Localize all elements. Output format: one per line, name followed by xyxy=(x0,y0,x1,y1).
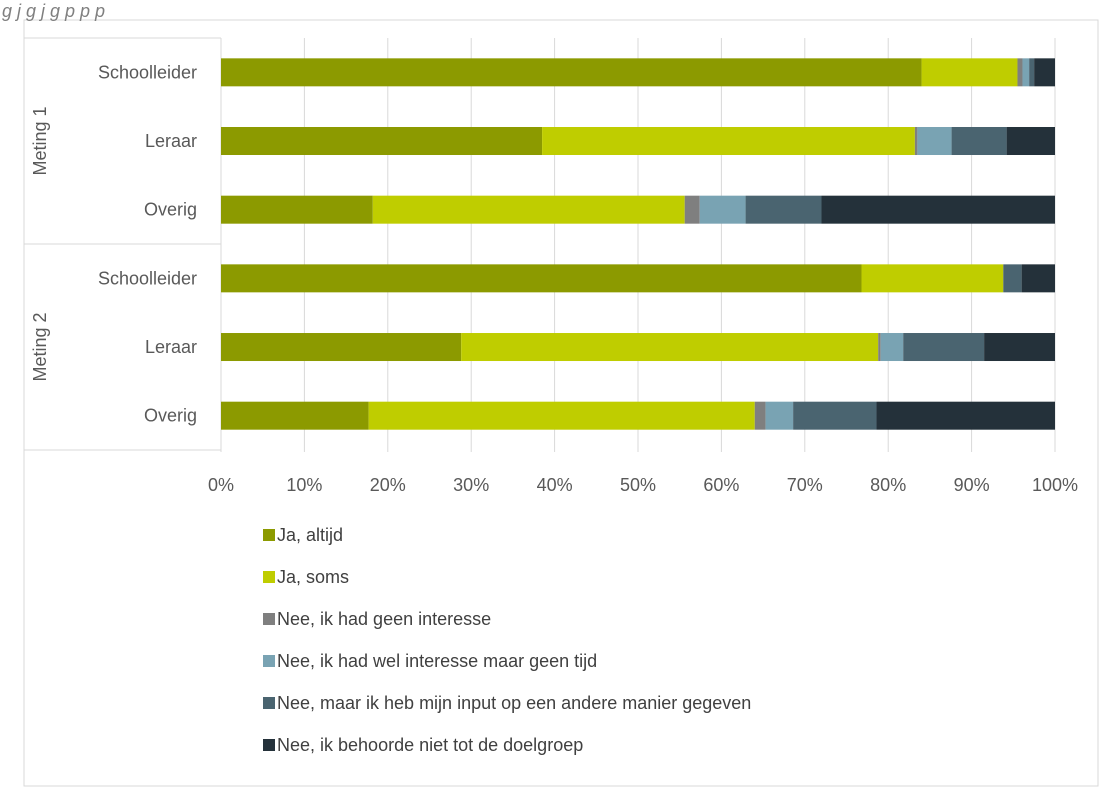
bar-segment xyxy=(765,401,794,430)
bar-segment xyxy=(1017,58,1023,87)
bar-segment xyxy=(745,195,822,224)
bar-segment xyxy=(861,264,1004,293)
x-tick-label: 80% xyxy=(870,475,906,495)
legend-swatch xyxy=(263,655,275,667)
x-tick-label: 30% xyxy=(453,475,489,495)
x-tick-label: 0% xyxy=(208,475,234,495)
category-label: Leraar xyxy=(145,337,197,357)
bar-segment xyxy=(876,401,1055,430)
bar-segment xyxy=(368,401,755,430)
legend-swatch xyxy=(263,571,275,583)
chart-border xyxy=(23,19,1099,787)
bar-segment xyxy=(951,127,1007,156)
bar-segment xyxy=(921,58,1018,87)
bar-segment xyxy=(880,333,904,362)
category-label: Schoolleider xyxy=(98,268,197,288)
legend-label: Ja, soms xyxy=(277,567,349,587)
bar-segment xyxy=(754,401,766,430)
x-tick-label: 100% xyxy=(1032,475,1078,495)
category-label: Overig xyxy=(144,406,197,426)
legend-label: Nee, maar ik heb mijn input op een ander… xyxy=(277,693,751,713)
bar-segment xyxy=(542,127,915,156)
x-tick-label: 60% xyxy=(703,475,739,495)
gridlines xyxy=(220,38,1056,452)
bar-segment xyxy=(903,333,985,362)
bar-segment xyxy=(1034,58,1055,87)
x-tick-label: 10% xyxy=(286,475,322,495)
bar-segment xyxy=(821,195,1055,224)
bar-segment xyxy=(221,58,922,87)
bar-segment xyxy=(699,195,746,224)
bar-segment xyxy=(793,401,877,430)
category-label: Leraar xyxy=(145,131,197,151)
bar-segment xyxy=(1003,264,1022,293)
category-label: Schoolleider xyxy=(98,62,197,82)
bar-segment xyxy=(914,127,918,156)
legend-swatch xyxy=(263,613,275,625)
x-tick-label: 70% xyxy=(787,475,823,495)
legend-label: Nee, ik had geen interesse xyxy=(277,609,491,629)
legend: Ja, altijd Ja, soms Nee, ik had geen inter… xyxy=(263,525,751,755)
legend-swatch xyxy=(263,739,275,751)
bar-segment xyxy=(684,195,700,224)
bar-segment xyxy=(221,333,462,362)
x-tick-label: 20% xyxy=(370,475,406,495)
bar-segment xyxy=(221,264,862,293)
legend-label: Nee, ik behoorde niet tot de doelgroep xyxy=(277,735,583,755)
group-label: Meting 1 xyxy=(30,106,50,175)
bar-segment xyxy=(917,127,952,156)
legend-swatch xyxy=(263,697,275,709)
bar-segment xyxy=(878,333,881,362)
x-tick-label: 50% xyxy=(620,475,656,495)
bar-segment xyxy=(984,333,1055,362)
legend-label: Nee, ik had wel interesse maar geen tijd xyxy=(277,651,597,671)
bar-segment xyxy=(221,127,543,156)
legend-swatch xyxy=(263,529,275,541)
x-tick-label: 90% xyxy=(954,475,990,495)
bar-segment xyxy=(372,195,685,224)
category-axis: Meting 1 Meting 2 Schoolleider Leraar Overig… xyxy=(24,37,222,452)
bar-segment xyxy=(1006,127,1055,156)
group-label: Meting 2 xyxy=(30,312,50,381)
bars xyxy=(221,58,1055,430)
bar-segment xyxy=(1021,264,1055,293)
bar-segment xyxy=(221,195,373,224)
x-axis-ticks: 0% 10% 20% 30% 40% 50% 60% 70% 80% 90% 100% xyxy=(208,475,1078,495)
x-tick-label: 40% xyxy=(537,475,573,495)
bar-segment xyxy=(1029,58,1035,87)
bar-segment xyxy=(221,401,369,430)
bar-segment xyxy=(461,333,879,362)
legend-label: Ja, altijd xyxy=(277,525,343,545)
category-label: Overig xyxy=(144,200,197,220)
bar-segment xyxy=(1022,58,1030,87)
caption: g j g j g p p p xyxy=(2,1,105,21)
